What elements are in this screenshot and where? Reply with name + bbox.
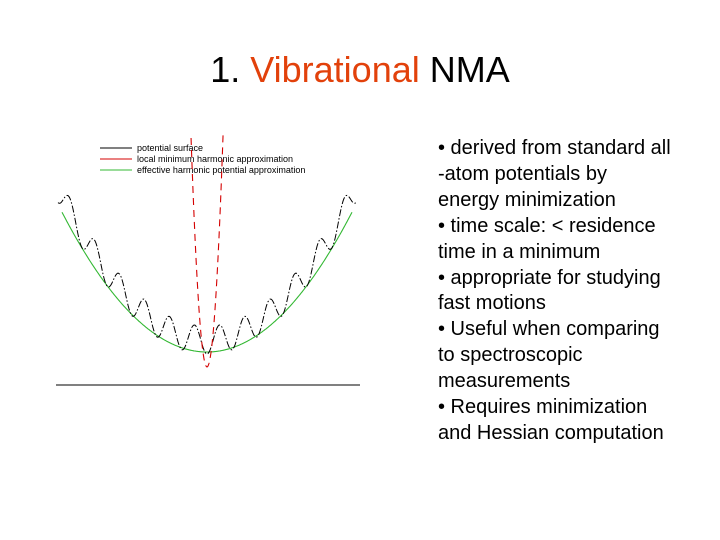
legend-label-effective-harmonic: effective harmonic potential approximati… [137,165,305,175]
bullet-line: • Useful when comparing [438,318,660,341]
potential-plot: potential surface local minimum harmonic… [56,135,360,386]
bullet-list: • derived from standard all -atom potent… [438,136,720,447]
title-accent: Vibrational [250,49,420,90]
bullet-line: time in a minimum [438,240,601,263]
legend: potential surface local minimum harmonic… [100,143,305,175]
bullet-line: measurements [438,370,571,393]
potential-figure: potential surface local minimum harmonic… [50,135,370,395]
potential-surface-curve [57,194,357,355]
slide-title: 1. Vibrational NMA [0,48,720,92]
bullet-line: to spectroscopic [438,344,583,367]
bullet-line: fast motions [438,292,546,315]
effective-harmonic-curve [61,211,353,353]
title-number: 1. [210,49,241,90]
bullet-line: • appropriate for studying [438,266,661,289]
bullet-line: • derived from standard all [438,137,671,159]
bullet-line: • Requires minimization [438,396,648,419]
bullet-line: -atom potentials by [438,162,607,185]
bullet-line: • time scale: < residence [438,214,656,237]
legend-label-potential-surface: potential surface [137,143,203,153]
local-minimum-curve [190,135,224,368]
legend-label-local-minimum: local minimum harmonic approximation [137,154,293,164]
bullet-line: and Hessian computation [438,421,664,444]
title-rest: NMA [429,49,510,90]
bullet-line: energy minimization [438,188,616,211]
